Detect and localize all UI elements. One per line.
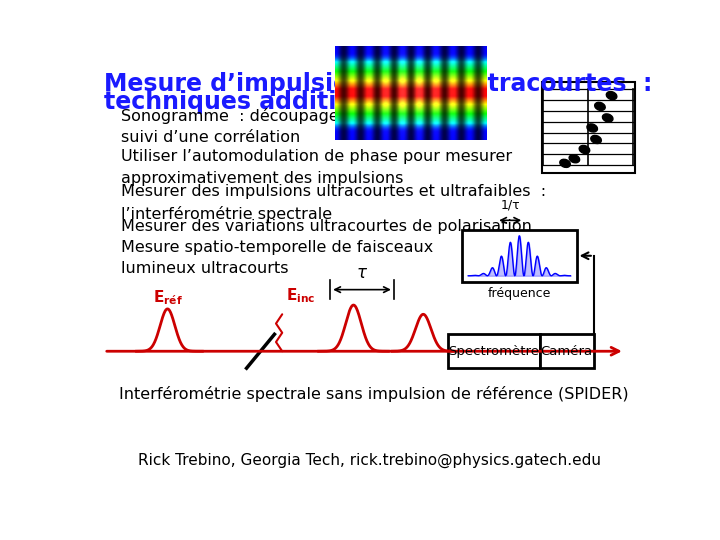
Ellipse shape xyxy=(569,154,580,163)
Text: $\mathbf{E_{r\acute{e}f}}$: $\mathbf{E_{r\acute{e}f}}$ xyxy=(153,288,182,307)
Text: $\mathbf{E_{inc}}$: $\mathbf{E_{inc}}$ xyxy=(286,286,315,305)
Text: Utiliser l’automodulation de phase pour mesurer
approximativement des impulsions: Utiliser l’automodulation de phase pour … xyxy=(121,150,512,186)
Text: Mesurer des impulsions ultracourtes et ultrafaibles  :
l’interférométrie spectra: Mesurer des impulsions ultracourtes et u… xyxy=(121,184,546,221)
Ellipse shape xyxy=(560,159,570,167)
Text: Mesure d’impulsions laser ultracourtes  :: Mesure d’impulsions laser ultracourtes : xyxy=(104,72,652,97)
Text: Mesurer des variations ultracourtes de polarisation: Mesurer des variations ultracourtes de p… xyxy=(121,219,532,234)
Ellipse shape xyxy=(579,145,590,153)
Bar xyxy=(448,334,539,368)
Text: 1/τ: 1/τ xyxy=(500,198,520,211)
Ellipse shape xyxy=(606,92,617,100)
Text: Mesure spatio-temporelle de faisceaux
lumineux ultracourts: Mesure spatio-temporelle de faisceaux lu… xyxy=(121,240,433,276)
Text: Spectromètre: Spectromètre xyxy=(449,345,539,357)
Ellipse shape xyxy=(595,102,606,111)
Text: Rick Trebino, Georgia Tech, rick.trebino@physics.gatech.edu: Rick Trebino, Georgia Tech, rick.trebino… xyxy=(138,453,600,468)
Text: Caméra: Caméra xyxy=(541,345,593,357)
Text: Sonogramme  : découpage spectral
suivi d’une corrélation: Sonogramme : découpage spectral suivi d’… xyxy=(121,108,408,145)
Text: fréquence: fréquence xyxy=(487,287,551,300)
Ellipse shape xyxy=(587,124,598,132)
Ellipse shape xyxy=(603,114,613,122)
Bar xyxy=(539,334,594,368)
Ellipse shape xyxy=(591,136,601,144)
Text: techniques additionnelles: techniques additionnelles xyxy=(104,90,449,114)
Text: $\tau$: $\tau$ xyxy=(356,264,368,282)
Bar xyxy=(542,82,635,173)
Text: Interférométrie spectrale sans impulsion de référence (SPIDER): Interférométrie spectrale sans impulsion… xyxy=(120,386,629,402)
Bar xyxy=(462,230,577,282)
